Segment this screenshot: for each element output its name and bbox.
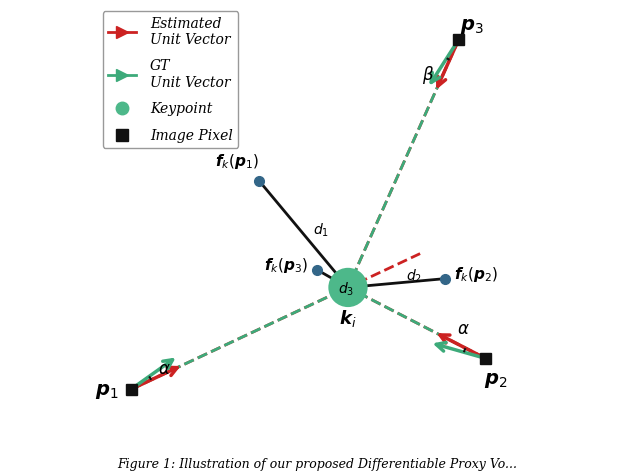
Bar bbox=[453, 34, 464, 45]
Text: $\boldsymbol{p}_1$: $\boldsymbol{p}_1$ bbox=[95, 382, 119, 401]
Text: Figure 1: Illustration of our proposed Differentiable Proxy Vo...: Figure 1: Illustration of our proposed D… bbox=[117, 458, 517, 471]
Bar bbox=[126, 384, 137, 395]
Text: $\boldsymbol{p}_3$: $\boldsymbol{p}_3$ bbox=[460, 17, 484, 36]
Text: $d_1$: $d_1$ bbox=[313, 221, 330, 239]
Text: $\boldsymbol{f}_k(\boldsymbol{p}_2)$: $\boldsymbol{f}_k(\boldsymbol{p}_2)$ bbox=[454, 265, 498, 284]
Text: $\beta$: $\beta$ bbox=[422, 64, 434, 86]
Text: $\alpha$: $\alpha$ bbox=[456, 321, 469, 338]
Text: $d_3$: $d_3$ bbox=[338, 281, 354, 298]
Bar bbox=[480, 353, 491, 364]
Text: $\boldsymbol{f}_k(\boldsymbol{p}_3)$: $\boldsymbol{f}_k(\boldsymbol{p}_3)$ bbox=[264, 256, 308, 275]
Text: $\boldsymbol{p}_2$: $\boldsymbol{p}_2$ bbox=[484, 371, 508, 390]
Circle shape bbox=[330, 269, 366, 306]
Text: $\boldsymbol{k}_i$: $\boldsymbol{k}_i$ bbox=[339, 308, 357, 329]
Text: $\alpha$: $\alpha$ bbox=[158, 361, 171, 378]
Text: $\boldsymbol{f}_k(\boldsymbol{p}_1)$: $\boldsymbol{f}_k(\boldsymbol{p}_1)$ bbox=[215, 152, 259, 171]
Text: $d_2$: $d_2$ bbox=[406, 268, 422, 285]
Legend: Estimated
Unit Vector, GT
Unit Vector, Keypoint, Image Pixel: Estimated Unit Vector, GT Unit Vector, K… bbox=[103, 11, 238, 148]
